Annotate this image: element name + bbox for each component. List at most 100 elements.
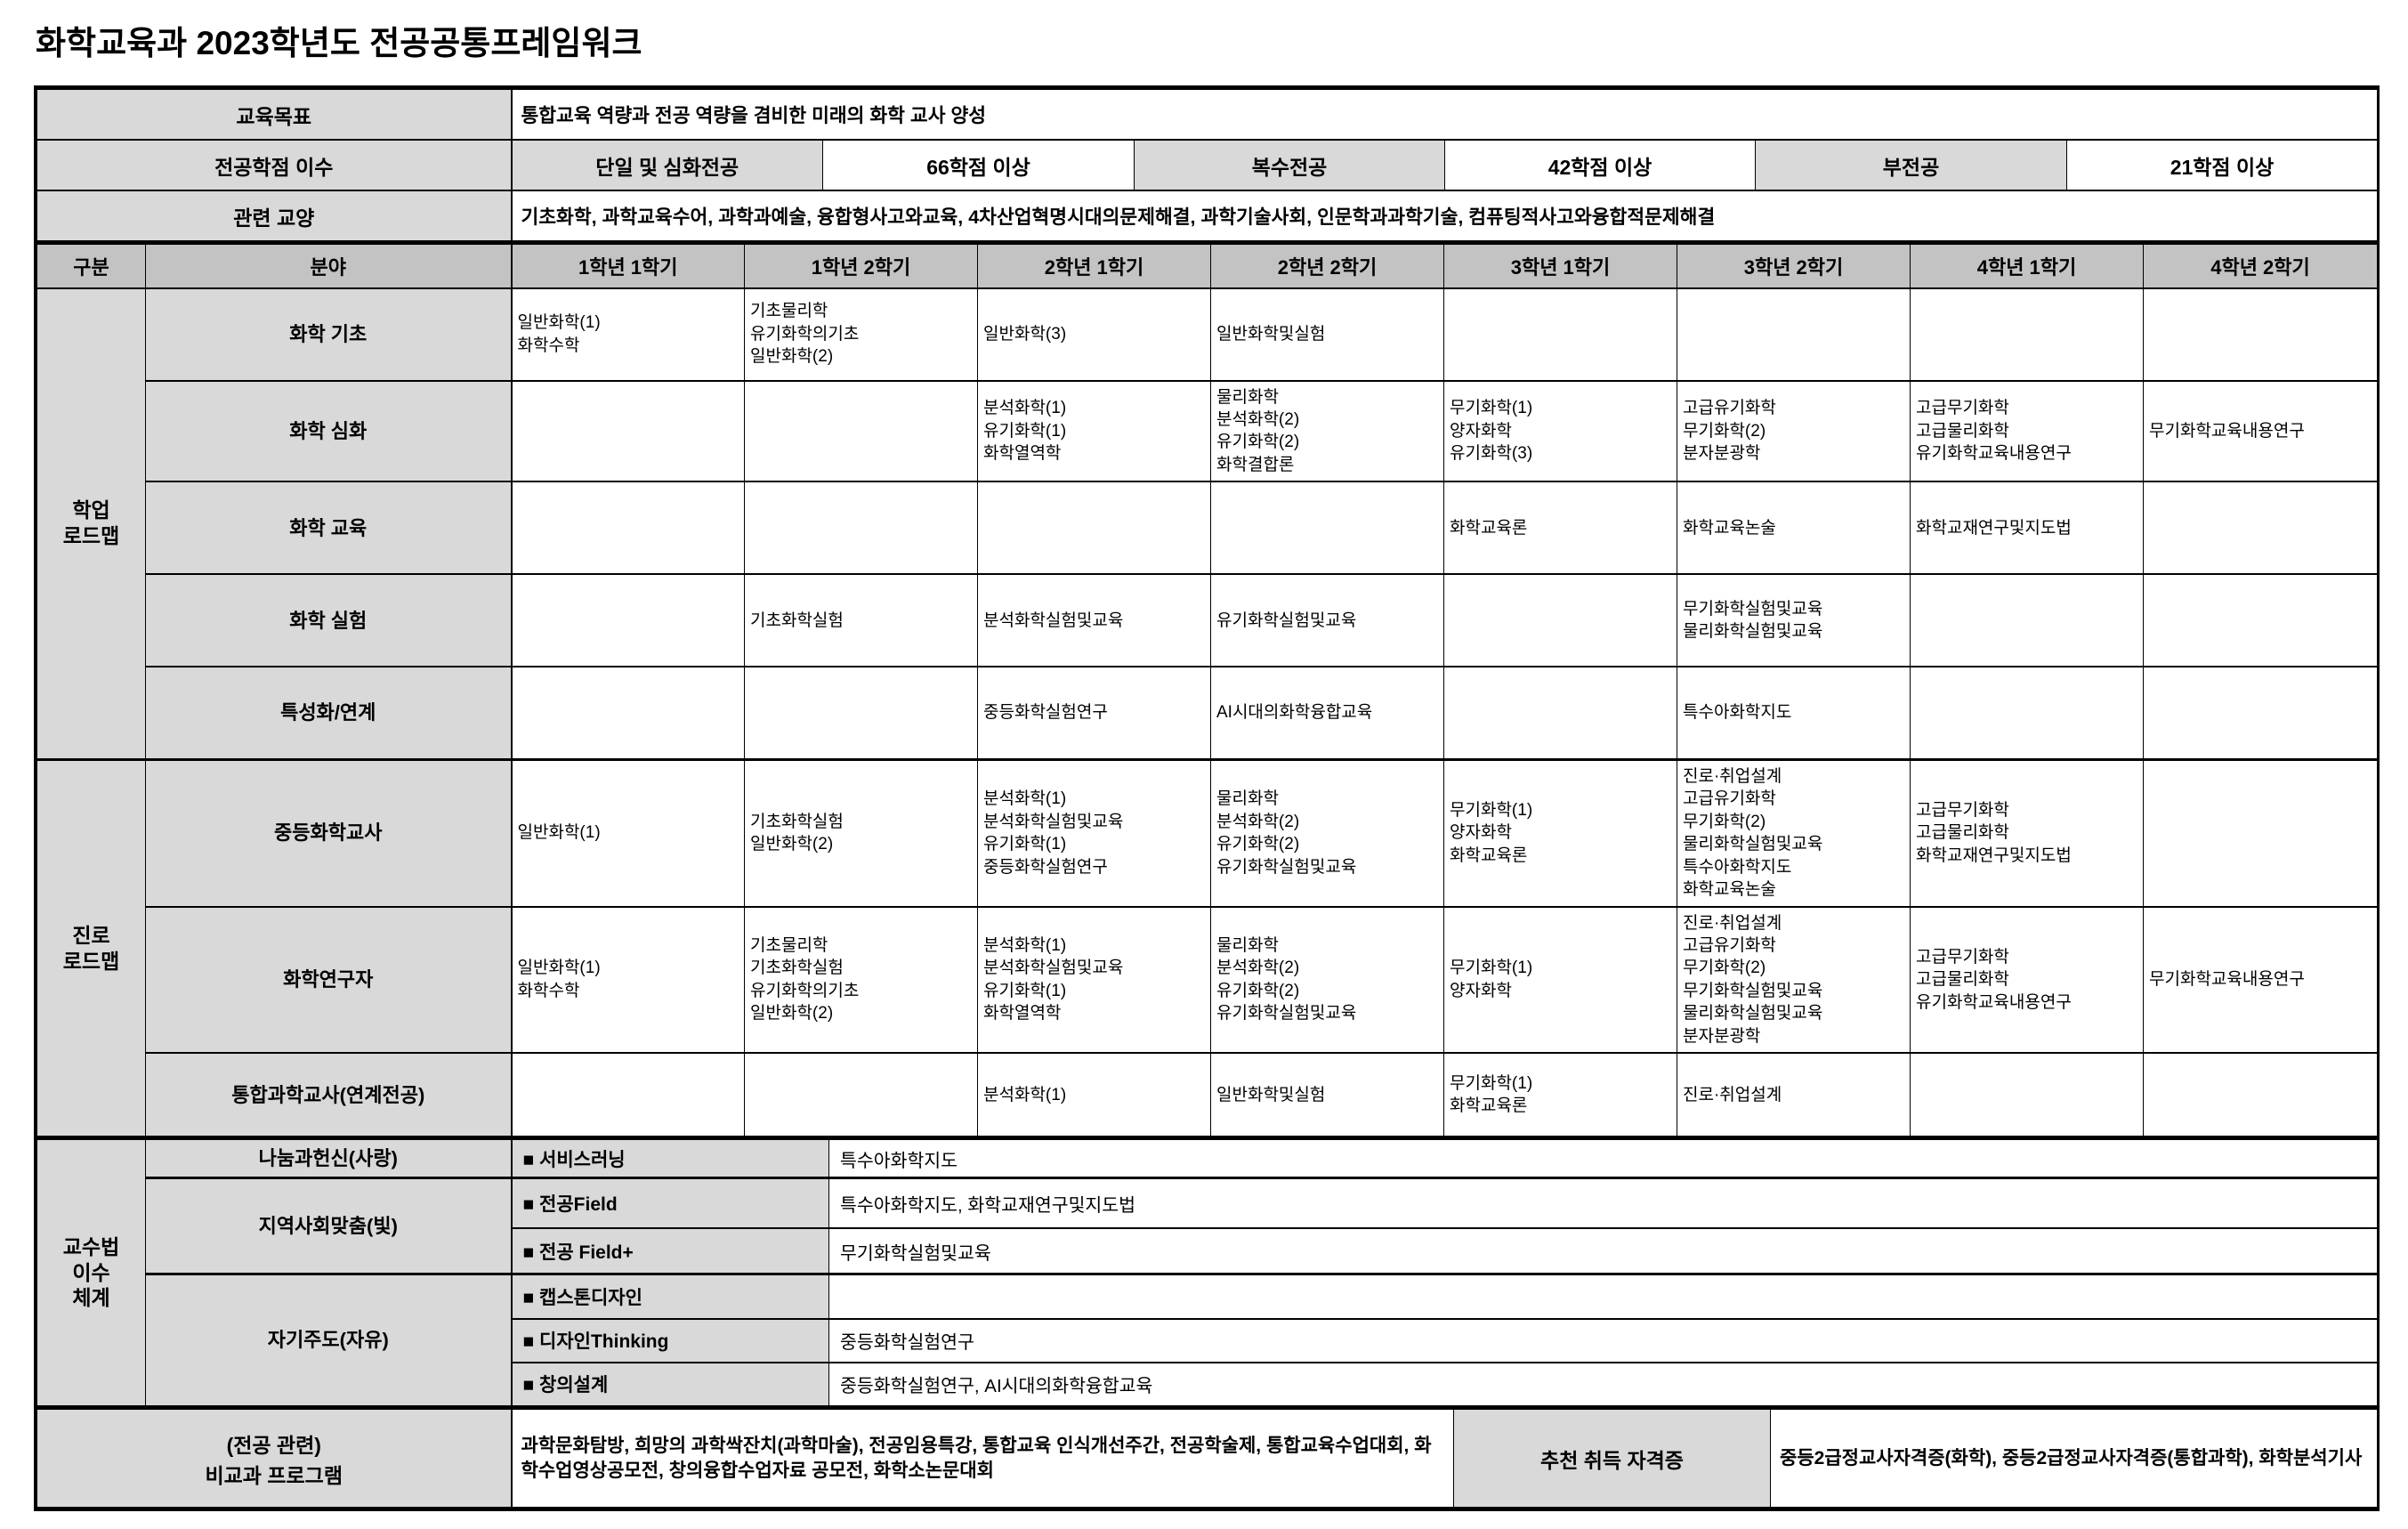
- extracurricular-row: (전공 관련) 비교과 프로그램 과학문화탐방, 희망의 과학싹잔치(과학마술)…: [36, 1407, 2378, 1509]
- pedagogy-table: 교수법 이수 체계 나눔과헌신(사랑) ■ 서비스러닝 특수아화학지도 지역사회…: [36, 1137, 2378, 1407]
- course-cell: 고급무기화학 고급물리화학 유기화학교육내용연구: [1910, 905, 2144, 1055]
- course-cell: 기초물리학 기초화학실험 유기화학의기초 일반화학(2): [744, 905, 978, 1055]
- course-cell: [2143, 666, 2378, 761]
- group-pedagogy-system: 교수법 이수 체계: [36, 1137, 146, 1407]
- course-cell: 기초화학실험 일반화학(2): [744, 757, 978, 908]
- course-cell: 무기화학(1) 양자화학: [1443, 905, 1677, 1055]
- course-cell: 일반화학및실험: [1210, 1052, 1444, 1138]
- page-title: 화학교육과 2023학년도 전공공통프레임워크: [36, 25, 642, 61]
- gubun-header: 구분: [36, 242, 146, 289]
- credits-cell-minor: 부전공: [1755, 139, 2067, 191]
- semester-header-row: 구분 분야 1학년 1학기 1학년 2학기 2학년 1학기 2학년 2학기 3학…: [36, 242, 2378, 289]
- course-cell: [1443, 573, 1677, 668]
- method-value-cell: [828, 1273, 2378, 1320]
- row-label-chem-education: 화학 교육: [145, 481, 513, 576]
- course-cell: 고급무기화학 고급물리화학 유기화학교육내용연구: [1910, 379, 2144, 483]
- method-major-field: ■ 전공Field: [511, 1177, 829, 1229]
- method-value-cell: 중등화학실험연구: [828, 1317, 2378, 1363]
- method-value-cell: 무기화학실험및교육: [828, 1226, 2378, 1275]
- credits-cell-double-major: 복수전공: [1134, 139, 1445, 191]
- course-cell: [1443, 666, 1677, 761]
- course-cell: [511, 1052, 745, 1138]
- row-label-chem-advanced: 화학 심화: [145, 379, 513, 483]
- course-cell: [1910, 287, 2144, 382]
- method-design-thinking: ■ 디자인Thinking: [511, 1317, 829, 1363]
- pedagogy-row-major-field: 지역사회맞춤(빛) ■ 전공Field 특수아화학지도, 화학교재연구및지도법: [37, 1177, 2378, 1275]
- pedagogy-row-major-field-plus: ■ 전공 Field+ 무기화학실험및교육: [37, 1226, 2378, 1275]
- group-academic-roadmap: 학업 로드맵: [36, 287, 146, 761]
- credits-cell-double-major-value: 42학점 이상: [1444, 139, 1756, 191]
- course-cell: [2143, 573, 2378, 668]
- course-cell: 고급무기화학 고급물리화학 화학교재연구및지도법: [1910, 757, 2144, 908]
- row-label-integrated-teacher: 통합과학교사(연계전공): [145, 1052, 513, 1138]
- method-value-cell: 특수아화학지도: [828, 1137, 2378, 1179]
- method-creative-design: ■ 창의설계: [511, 1361, 829, 1407]
- course-cell: 일반화학(1) 화학수학: [511, 287, 745, 382]
- course-cell: 유기화학실험및교육: [1210, 573, 1444, 668]
- course-cell: 일반화학및실험: [1210, 287, 1444, 382]
- category-sharing-devotion: 나눔과헌신(사랑): [145, 1137, 513, 1179]
- credits-row: 전공학점 이수 단일 및 심화전공 66학점 이상 복수전공 42학점 이상 부…: [36, 139, 2379, 191]
- career-row-teacher: 진로 로드맵 중등화학교사 일반화학(1) 기초화학실험 일반화학(2) 분석화…: [36, 757, 2378, 1138]
- method-major-field-plus: ■ 전공 Field+: [511, 1226, 829, 1275]
- academic-row-basic: 학업 로드맵 화학 기초 일반화학(1) 화학수학 기초물리학 유기화학의기초 …: [36, 287, 2378, 761]
- course-cell: [744, 666, 978, 761]
- course-cell: 특수아화학지도: [1677, 666, 1911, 761]
- extracurricular-table: (전공 관련) 비교과 프로그램 과학문화탐방, 희망의 과학싹잔치(과학마술)…: [36, 1406, 2378, 1509]
- row-label-chem-experiment: 화학 실험: [145, 573, 513, 668]
- category-self-directed: 자기주도(자유): [145, 1273, 513, 1407]
- course-cell: 분석화학실험및교육: [977, 573, 1211, 668]
- course-cell: [511, 573, 745, 668]
- top-info-table: 교육목표 통합교육 역량과 전공 역량을 겸비한 미래의 화학 교사 양성 전공…: [36, 88, 2379, 242]
- course-cell: [744, 1052, 978, 1138]
- course-cell: [511, 481, 745, 576]
- course-cell: [1210, 481, 1444, 576]
- course-cell: [511, 666, 745, 761]
- semester-header-4-1: 4학년 1학기: [1910, 242, 2144, 289]
- goal-value-cell: 통합교육 역량과 전공 역량을 겸비한 미래의 화학 교사 양성: [510, 88, 2379, 141]
- course-cell: [1910, 666, 2144, 761]
- credits-cell-minor-value: 21학점 이상: [2065, 139, 2379, 191]
- course-cell: [1910, 573, 2144, 668]
- row-label-specialization: 특성화/연계: [145, 666, 513, 761]
- pedagogy-row-creative-design: ■ 창의설계 중등화학실험연구, AI시대의화학융합교육: [37, 1361, 2378, 1407]
- course-cell: 분석화학(1) 분석화학실험및교육 유기화학(1) 화학열역학: [977, 905, 1211, 1055]
- semester-header-2-2: 2학년 2학기: [1210, 242, 1444, 289]
- course-cell: [511, 379, 745, 483]
- liberal-label-cell: 관련 교양: [36, 190, 513, 242]
- row-label-chem-basic: 화학 기초: [145, 287, 513, 382]
- course-cell: AI시대의화학융합교육: [1210, 666, 1444, 761]
- course-cell: 일반화학(1): [511, 757, 745, 908]
- course-cell: 분석화학(1) 분석화학실험및교육 유기화학(1) 중등화학실험연구: [977, 757, 1211, 908]
- course-cell: 일반화학(3): [977, 287, 1211, 382]
- category-community: 지역사회맞춤(빛): [145, 1177, 513, 1275]
- course-cell: 진로·취업설계 고급유기화학 무기화학(2) 물리화학실험및교육 특수아화학지도…: [1677, 757, 1911, 908]
- certificate-value-cell: 중등2급정교사자격증(화학), 중등2급정교사자격증(통합과학), 화학분석기사: [1770, 1407, 2378, 1509]
- extracurricular-programs-cell: 과학문화탐방, 희망의 과학싹잔치(과학마술), 전공임용특강, 통합교육 인식…: [511, 1407, 1454, 1509]
- group-career-roadmap: 진로 로드맵: [36, 757, 146, 1138]
- course-cell: 진로·취업설계: [1677, 1052, 1911, 1138]
- pedagogy-row-service: 교수법 이수 체계 나눔과헌신(사랑) ■ 서비스러닝 특수아화학지도: [36, 1137, 2378, 1407]
- course-cell: 무기화학(1) 양자화학 화학교육론: [1443, 757, 1677, 908]
- course-cell: [2143, 481, 2378, 576]
- goal-label-cell: 교육목표: [36, 88, 513, 141]
- certificate-label-cell: 추천 취득 자격증: [1453, 1407, 1771, 1509]
- course-cell: [977, 481, 1211, 576]
- row-label-secondary-teacher: 중등화학교사: [145, 757, 513, 908]
- course-cell: 분석화학(1): [977, 1052, 1211, 1138]
- course-cell: 중등화학실험연구: [977, 666, 1211, 761]
- course-cell: 무기화학(1) 화학교육론: [1443, 1052, 1677, 1138]
- career-row-researcher: 화학연구자 일반화학(1) 화학수학 기초물리학 기초화학실험 유기화학의기초 …: [37, 905, 2378, 1055]
- course-cell: [744, 379, 978, 483]
- course-cell: [1910, 1052, 2144, 1138]
- course-cell: 화학교육론: [1443, 481, 1677, 576]
- course-cell: 물리화학 분석화학(2) 유기화학(2) 유기화학실험및교육: [1210, 757, 1444, 908]
- row-label-chem-researcher: 화학연구자: [145, 905, 513, 1055]
- method-service-learning: ■ 서비스러닝: [511, 1137, 829, 1179]
- course-cell: 무기화학교육내용연구: [2143, 379, 2378, 483]
- method-value-cell: 특수아화학지도, 화학교재연구및지도법: [828, 1177, 2378, 1229]
- roadmap-table: 구분 분야 1학년 1학기 1학년 2학기 2학년 1학기 2학년 2학기 3학…: [36, 242, 2378, 1138]
- course-cell: 화학교육논술: [1677, 481, 1911, 576]
- course-cell: [1443, 287, 1677, 382]
